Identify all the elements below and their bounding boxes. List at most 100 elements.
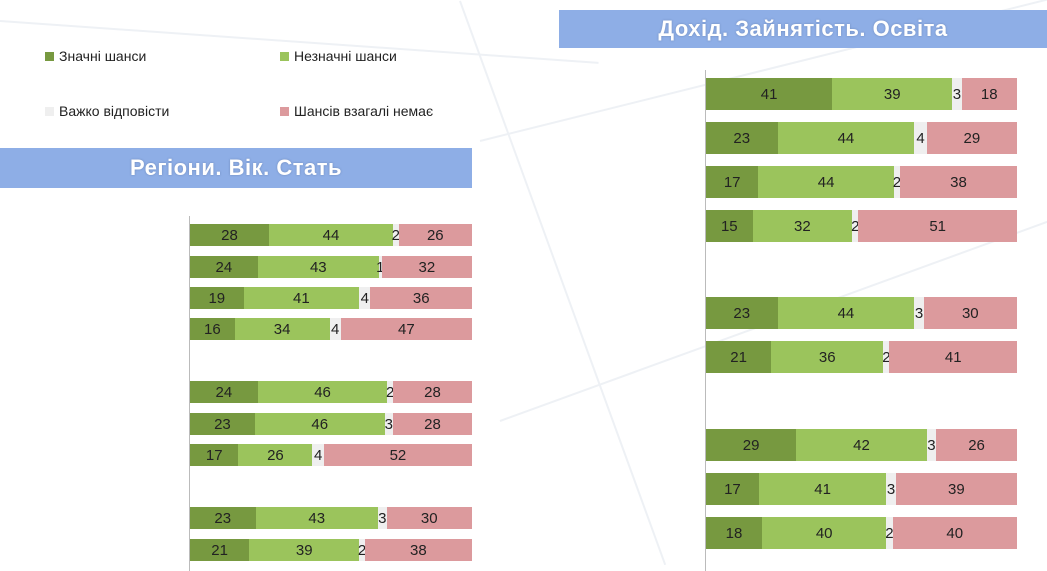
- bar-segment-no-chance: 39: [895, 473, 1017, 505]
- bar-segment-minor: 34: [234, 318, 330, 340]
- bar-segment-significant: 16: [190, 318, 235, 340]
- stacked-bar: 21 36 2 41: [706, 341, 1017, 373]
- bar-segment-no-chance: 29: [926, 122, 1017, 154]
- bar-segment-hard-to-say: 2: [392, 224, 400, 246]
- bar-segment-hard-to-say: 3: [384, 413, 394, 435]
- stacked-bar: 24 43 1 32: [190, 256, 472, 278]
- bar-segment-hard-to-say: 3: [952, 78, 962, 110]
- stacked-bar: 41 39 3 18: [706, 78, 1017, 110]
- legend-item-significant: Значні шанси: [45, 48, 146, 64]
- stacked-bar: 16 34 4 47: [190, 318, 472, 340]
- stacked-bar: 23 46 3 28: [190, 413, 472, 435]
- bar-segment-no-chance: 40: [892, 517, 1017, 549]
- bar-segment-hard-to-say: 4: [329, 318, 341, 340]
- bar-segment-significant: 21: [190, 539, 250, 561]
- bar-segment-significant: 23: [706, 297, 778, 329]
- bar-segment-significant: 17: [706, 473, 759, 505]
- bar-segment-no-chance: 51: [858, 210, 1017, 242]
- bar-segment-significant: 23: [706, 122, 778, 154]
- right-panel-title: Дохід. Зайнятість. Освіта: [559, 10, 1047, 48]
- bar-segment-no-chance: 41: [889, 341, 1017, 373]
- stacked-bar: 17 41 3 39: [706, 473, 1017, 505]
- stacked-bar: 21 39 2 38: [190, 539, 472, 561]
- bar-segment-hard-to-say: 4: [312, 444, 324, 466]
- bar-segment-minor: 32: [752, 210, 853, 242]
- legend-item-minor: Незначні шанси: [280, 48, 397, 64]
- bar-segment-no-chance: 26: [398, 224, 472, 246]
- legend-swatch: [280, 106, 289, 116]
- bar-segment-minor: 44: [777, 122, 915, 154]
- legend-label: Важко відповісти: [59, 103, 170, 119]
- bar-segment-hard-to-say: 1: [376, 256, 385, 278]
- bar-segment-no-chance: 18: [961, 78, 1017, 110]
- legend-swatch: [45, 51, 54, 61]
- bar-segment-hard-to-say: 2: [885, 517, 894, 549]
- bar-segment-minor: 40: [761, 517, 887, 549]
- bar-segment-no-chance: 32: [381, 256, 472, 278]
- bar-segment-hard-to-say: 3: [914, 297, 924, 329]
- bar-segment-no-chance: 28: [393, 413, 472, 435]
- bar-segment-hard-to-say: 2: [358, 539, 366, 561]
- bar-segment-minor: 26: [238, 444, 313, 466]
- bar-segment-significant: 24: [190, 256, 258, 278]
- stacked-bar: 15 32 2 51: [706, 210, 1017, 242]
- bar-segment-no-chance: 38: [899, 166, 1017, 198]
- bar-segment-no-chance: 28: [393, 381, 472, 403]
- bar-segment-minor: 39: [832, 78, 953, 110]
- bar-segment-significant: 18: [706, 517, 762, 549]
- bar-segment-significant: 23: [190, 413, 255, 435]
- bar-segment-significant: 21: [706, 341, 772, 373]
- bar-segment-minor: 41: [243, 287, 360, 309]
- bar-segment-significant: 24: [190, 381, 258, 403]
- background-line: [459, 0, 667, 566]
- category-axis: [189, 216, 190, 571]
- left-panel-title: Регіони. Вік. Стать: [0, 148, 472, 188]
- legend-item-hard-to-say: Важко відповісти: [45, 103, 169, 119]
- bar-segment-no-chance: 30: [386, 507, 472, 529]
- stacked-bar: 23 43 3 30: [190, 507, 472, 529]
- bar-segment-hard-to-say: 2: [851, 210, 859, 242]
- bar-segment-hard-to-say: 2: [893, 166, 901, 198]
- bar-segment-minor: 41: [758, 473, 887, 505]
- legend-label: Незначні шанси: [294, 48, 397, 64]
- stacked-bar: 18 40 2 40: [706, 517, 1017, 549]
- bar-segment-no-chance: 47: [340, 318, 472, 340]
- bar-segment-no-chance: 38: [364, 539, 472, 561]
- bar-segment-minor: 44: [758, 166, 894, 198]
- bar-segment-significant: 23: [190, 507, 256, 529]
- legend-label: Шансів взагалі немає: [294, 103, 434, 119]
- bar-segment-hard-to-say: 2: [386, 381, 394, 403]
- bar-segment-significant: 29: [706, 429, 797, 461]
- bar-segment-significant: 28: [190, 224, 269, 246]
- bar-segment-no-chance: 26: [936, 429, 1017, 461]
- bar-segment-minor: 46: [257, 381, 388, 403]
- bar-segment-no-chance: 52: [323, 444, 472, 466]
- bar-segment-significant: 17: [706, 166, 759, 198]
- bar-segment-hard-to-say: 4: [914, 122, 927, 154]
- stacked-bar: 19 41 4 36: [190, 287, 472, 309]
- bar-segment-minor: 43: [257, 256, 379, 278]
- legend-swatch: [280, 51, 289, 61]
- bar-segment-minor: 36: [771, 341, 884, 373]
- bar-segment-significant: 15: [706, 210, 753, 242]
- stacked-bar: 23 44 4 29: [706, 122, 1017, 154]
- bar-segment-hard-to-say: 2: [882, 341, 891, 373]
- bar-segment-no-chance: 30: [923, 297, 1017, 329]
- stacked-bar: 23 44 3 30: [706, 297, 1017, 329]
- bar-segment-minor: 46: [254, 413, 385, 435]
- bar-segment-hard-to-say: 3: [926, 429, 937, 461]
- stacked-bar: 24 46 2 28: [190, 381, 472, 403]
- bar-segment-hard-to-say: 3: [886, 473, 896, 505]
- bar-segment-minor: 44: [268, 224, 394, 246]
- bar-segment-significant: 17: [190, 444, 239, 466]
- legend-label: Значні шанси: [59, 48, 147, 64]
- stacked-bar: 17 26 4 52: [190, 444, 472, 466]
- bar-segment-minor: 43: [255, 507, 378, 529]
- stacked-bar: 28 44 2 26: [190, 224, 472, 246]
- legend-swatch: [45, 106, 54, 116]
- bar-segment-hard-to-say: 3: [377, 507, 387, 529]
- category-axis: [705, 70, 706, 571]
- legend-item-no-chance: Шансів взагалі немає: [280, 103, 433, 119]
- bar-segment-hard-to-say: 4: [359, 287, 371, 309]
- bar-segment-significant: 41: [706, 78, 833, 110]
